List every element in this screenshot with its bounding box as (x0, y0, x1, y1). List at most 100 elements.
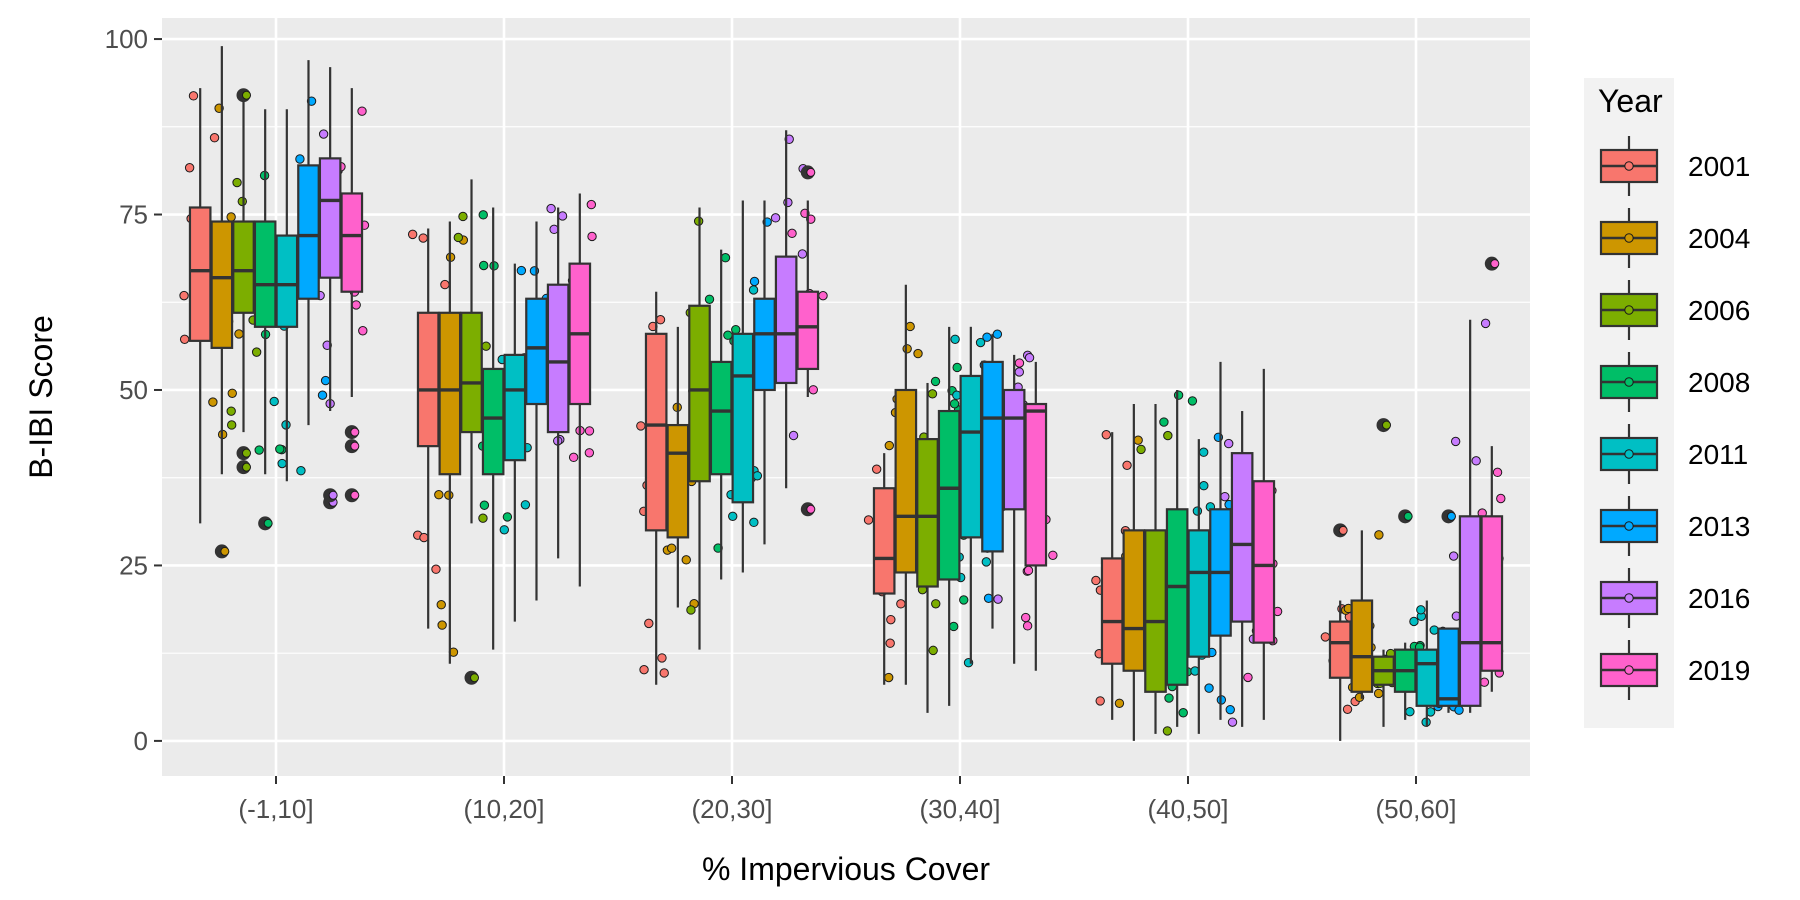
jitter-point (1224, 438, 1234, 449)
jitter-point (1496, 493, 1506, 504)
jitter-point (728, 511, 738, 522)
legend-label-2004: 2004 (1688, 223, 1750, 254)
box-2019 (796, 290, 820, 371)
jitter-point (949, 399, 960, 409)
jitter-point (1342, 704, 1353, 714)
box-2004 (666, 423, 690, 539)
jitter-point (320, 375, 331, 386)
y-tick-label: 100 (105, 24, 148, 54)
legend-key-point (1624, 233, 1634, 243)
jitter-point (975, 337, 986, 348)
jitter-point (1373, 688, 1384, 699)
x-axis-title: % Impervious Cover (702, 851, 990, 887)
jitter-point (681, 555, 691, 565)
jitter-point (269, 396, 279, 407)
jitter-point (818, 290, 828, 301)
jitter-point (644, 618, 654, 629)
jitter-point (1454, 705, 1464, 715)
jitter-point (749, 517, 759, 528)
jitter-point (913, 348, 923, 359)
jitter-point (546, 203, 556, 214)
jitter-point (723, 330, 733, 340)
jitter-point (749, 276, 760, 287)
jitter-point (1014, 358, 1025, 368)
jitter-point (884, 440, 895, 451)
box-2001 (188, 206, 212, 342)
jitter-point (1374, 530, 1384, 540)
jitter-point (883, 672, 894, 683)
jitter-point (357, 106, 367, 116)
jitter-point (950, 334, 960, 344)
x-tick-label: (40,50] (1148, 794, 1229, 824)
y-tick-label: 75 (119, 200, 148, 230)
jitter-point (557, 211, 568, 221)
jitter-point (1409, 616, 1419, 627)
jitter-point (179, 290, 189, 301)
jitter-point (659, 668, 669, 678)
jitter-point (478, 513, 488, 523)
jitter-point (748, 285, 759, 295)
jitter-point (959, 595, 969, 605)
jitter-point (478, 210, 488, 220)
jitter-point (440, 279, 450, 290)
box-2011 (1187, 529, 1211, 658)
jitter-point (1048, 550, 1058, 561)
legend-label-2013: 2013 (1688, 511, 1750, 542)
jitter-point (586, 199, 597, 210)
outlier-jitter-point (470, 673, 480, 683)
jitter-point (1162, 726, 1173, 736)
outlier-jitter-point (350, 441, 360, 451)
jitter-point (226, 212, 236, 222)
jitter-point (871, 464, 882, 474)
jitter-point (1492, 467, 1503, 478)
outlier-jitter-point (806, 167, 816, 177)
jitter-point (992, 329, 1003, 339)
box-2008 (253, 220, 277, 328)
jitter-point (237, 196, 247, 207)
jitter-point (254, 445, 264, 455)
jitter-point (184, 163, 195, 173)
box-2011 (275, 234, 299, 328)
jitter-point (1204, 683, 1214, 693)
jitter-point (358, 326, 368, 336)
y-tick-label: 0 (134, 726, 148, 756)
box-2006 (916, 438, 939, 588)
outlier-jitter-point (242, 90, 252, 100)
box-2006 (688, 304, 711, 483)
jitter-point (419, 532, 429, 543)
jitter-point (1192, 506, 1203, 516)
y-tick-label: 50 (119, 375, 148, 405)
jitter-point (584, 448, 595, 458)
box-2004 (210, 220, 234, 349)
legend-label-2008: 2008 (1688, 367, 1750, 398)
outlier-jitter-point (350, 427, 360, 437)
jitter-point (434, 489, 444, 500)
box-2013 (297, 164, 320, 300)
jitter-point (902, 344, 912, 354)
outlier-jitter-point (350, 490, 360, 500)
box-2008 (709, 360, 733, 476)
box-2001 (1100, 557, 1124, 665)
jitter-point (251, 347, 262, 357)
jitter-point (808, 385, 818, 395)
legend-key-point (1624, 665, 1634, 675)
jitter-point (885, 638, 895, 648)
outlier-jitter-point (1403, 511, 1413, 521)
jitter-point (655, 315, 666, 325)
box-2006 (232, 220, 255, 314)
y-axis: 0 25 50 75 100 (105, 24, 162, 756)
jitter-point (1022, 621, 1033, 631)
jitter-point (1187, 396, 1198, 406)
outlier-jitter-point (1490, 259, 1500, 269)
jitter-point (1114, 698, 1125, 708)
box-2016 (1230, 452, 1254, 623)
box-2008 (937, 409, 961, 581)
jitter-point (788, 430, 799, 441)
x-tick-label: (30,40] (920, 794, 1001, 824)
legend-title: Year (1598, 83, 1663, 119)
jitter-point (948, 621, 959, 632)
jitter-point (1243, 672, 1253, 683)
legend-label-2011: 2011 (1688, 439, 1748, 470)
box-2001 (644, 332, 668, 532)
